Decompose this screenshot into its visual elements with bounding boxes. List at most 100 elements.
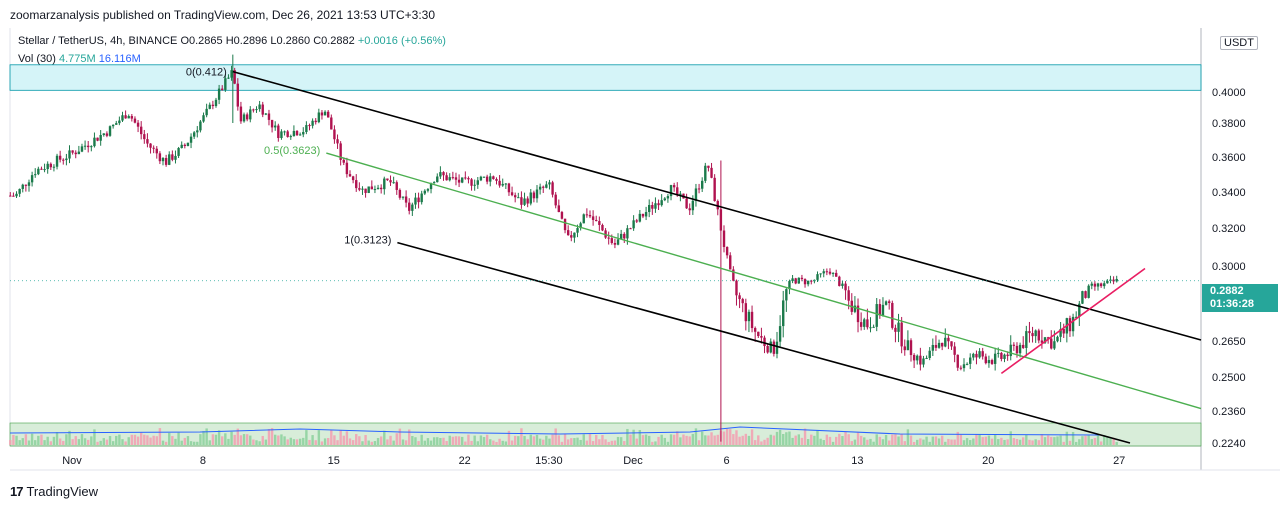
volume-bar (1081, 436, 1084, 445)
volume-bar (1106, 436, 1109, 445)
volume-bar (772, 435, 776, 445)
volume-bar (199, 434, 202, 445)
volume-bar (339, 430, 342, 445)
candle-body (635, 220, 638, 222)
volume-bar (810, 434, 813, 445)
volume-bar (96, 441, 99, 445)
candle-body (258, 104, 261, 110)
candle-body (570, 235, 573, 238)
volume-bar (392, 440, 395, 445)
candle-body (520, 197, 523, 205)
symbol-label[interactable]: Stellar / TetherUS, 4h, BINANCE (18, 35, 178, 47)
candle-body (373, 189, 377, 191)
candle-body (355, 180, 358, 189)
candle-body (426, 189, 430, 191)
time-axis: Nov 8 15 22 15:30 Dec 6 13 20 27 (62, 455, 1125, 467)
candle-body (71, 150, 74, 153)
volume-bar (956, 431, 959, 445)
volume-bar (267, 429, 271, 445)
volume-bar (1059, 435, 1062, 445)
candle-body (27, 182, 31, 186)
volume-bar (457, 436, 461, 445)
volume-bar (975, 434, 978, 445)
currency-badge[interactable]: USDT (1220, 36, 1258, 50)
volume-bar (127, 437, 130, 445)
candle-body (414, 197, 417, 205)
volume-bar (286, 439, 289, 445)
volume-bar (136, 436, 140, 445)
volume-bar (732, 434, 735, 445)
candle-body (741, 299, 744, 304)
candle-body (679, 193, 682, 196)
candle-body (361, 188, 364, 190)
open-value: O0.2865 (180, 35, 223, 47)
candle-body (1031, 333, 1034, 337)
volume-bar (295, 439, 299, 445)
candle-body (548, 182, 551, 185)
volume-bar (993, 434, 997, 445)
candle-body (46, 163, 49, 170)
price-tick-label: 0.3600 (1212, 152, 1246, 164)
volume-bar (492, 440, 495, 445)
candle-body (295, 130, 299, 136)
candle-body (439, 172, 442, 177)
candle-body (1068, 318, 1072, 332)
volume-bar (595, 434, 598, 445)
candle-body (492, 176, 495, 180)
volume-bar (139, 432, 143, 445)
volume-bar (426, 438, 430, 445)
volume-bar (249, 435, 252, 445)
volume-bar (853, 439, 857, 445)
candle-body (1115, 278, 1118, 282)
candle-body (1015, 345, 1019, 354)
volume-bar (1103, 435, 1106, 445)
volume-bar (585, 440, 589, 445)
candle-body (1081, 291, 1084, 304)
price-axis: 0.2240 0.2360 0.2500 0.2650 0.3000 0.3200 0.34… (1212, 87, 1246, 450)
candle-body (579, 223, 582, 229)
bar-countdown: 01:36:28 (1210, 298, 1255, 310)
volume-bar (320, 441, 324, 445)
candle-body (1025, 331, 1028, 348)
candle-body (934, 344, 938, 348)
volume-bar (838, 433, 841, 445)
volume-bar (90, 436, 93, 445)
candle-body (52, 166, 56, 168)
candle-body (629, 228, 632, 230)
time-tick-label: 20 (982, 455, 994, 467)
candle-body (510, 192, 514, 196)
candle-body (1018, 344, 1022, 354)
candle-body (778, 326, 782, 342)
candle-body (654, 203, 657, 209)
candle-body (143, 134, 146, 140)
candle-body (875, 304, 878, 327)
volume-bar (21, 438, 24, 445)
time-tick-label: 6 (723, 455, 729, 467)
candles-layer (9, 54, 1118, 442)
candle-body (1103, 283, 1106, 287)
candle-body (975, 353, 978, 358)
candle-body (389, 180, 392, 183)
volume-bar (825, 434, 829, 445)
volume-bar (12, 434, 15, 445)
volume-bar (753, 440, 757, 445)
candle-body (221, 88, 224, 90)
volume-bar (258, 441, 261, 445)
candle-body (102, 133, 105, 135)
volume-bar (672, 434, 676, 445)
candle-body (342, 159, 345, 163)
candle-body (43, 169, 46, 171)
volume-label[interactable]: Vol (30) (18, 53, 56, 65)
volume-bar (164, 441, 168, 445)
footer-branding[interactable]: 17 TradingView (10, 484, 98, 499)
candle-body (800, 277, 804, 280)
candle-body (77, 151, 81, 155)
candle-body (401, 196, 405, 198)
candle-body (330, 117, 333, 130)
volume-bar (133, 434, 137, 445)
volume-bar (379, 436, 383, 445)
candle-body (869, 327, 872, 329)
volume-bar (401, 439, 405, 445)
volume-bar (302, 437, 305, 445)
